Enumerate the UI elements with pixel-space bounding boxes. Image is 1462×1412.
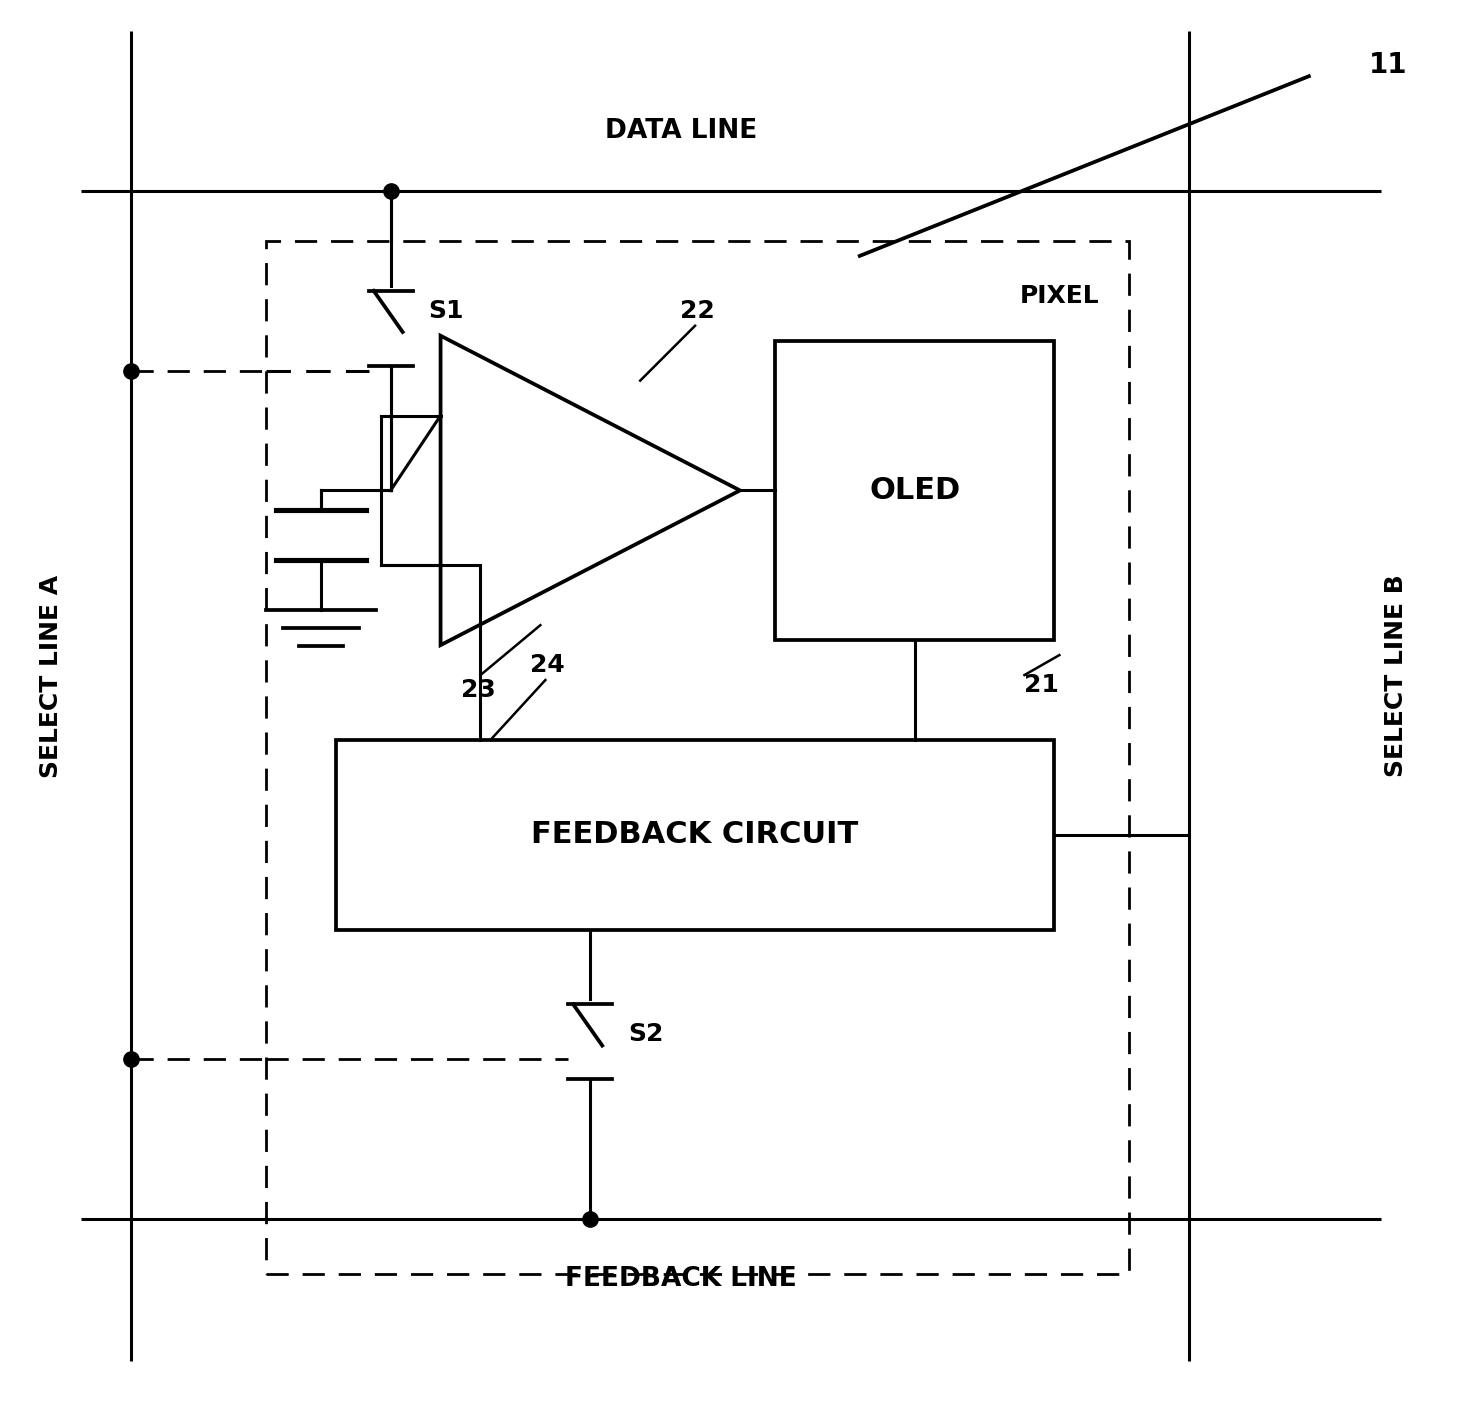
Text: 24: 24 [531, 654, 566, 678]
Text: 21: 21 [1025, 674, 1060, 698]
Text: 22: 22 [680, 299, 715, 323]
Text: SELECT LINE A: SELECT LINE A [39, 575, 63, 778]
Text: PIXEL: PIXEL [1019, 284, 1099, 308]
Bar [266, 241, 1129, 1274]
Text: 23: 23 [461, 678, 496, 702]
Text: FEEDBACK LINE: FEEDBACK LINE [566, 1267, 797, 1292]
Bar [775, 340, 1054, 640]
Text: OLED: OLED [868, 476, 961, 505]
Text: FEEDBACK CIRCUIT: FEEDBACK CIRCUIT [532, 820, 858, 849]
Text: S1: S1 [428, 299, 463, 323]
Text: 11: 11 [1368, 51, 1408, 79]
Text: SELECT LINE B: SELECT LINE B [1383, 575, 1408, 778]
Text: S2: S2 [629, 1022, 664, 1046]
Bar [336, 740, 1054, 929]
Text: DATA LINE: DATA LINE [605, 119, 757, 144]
